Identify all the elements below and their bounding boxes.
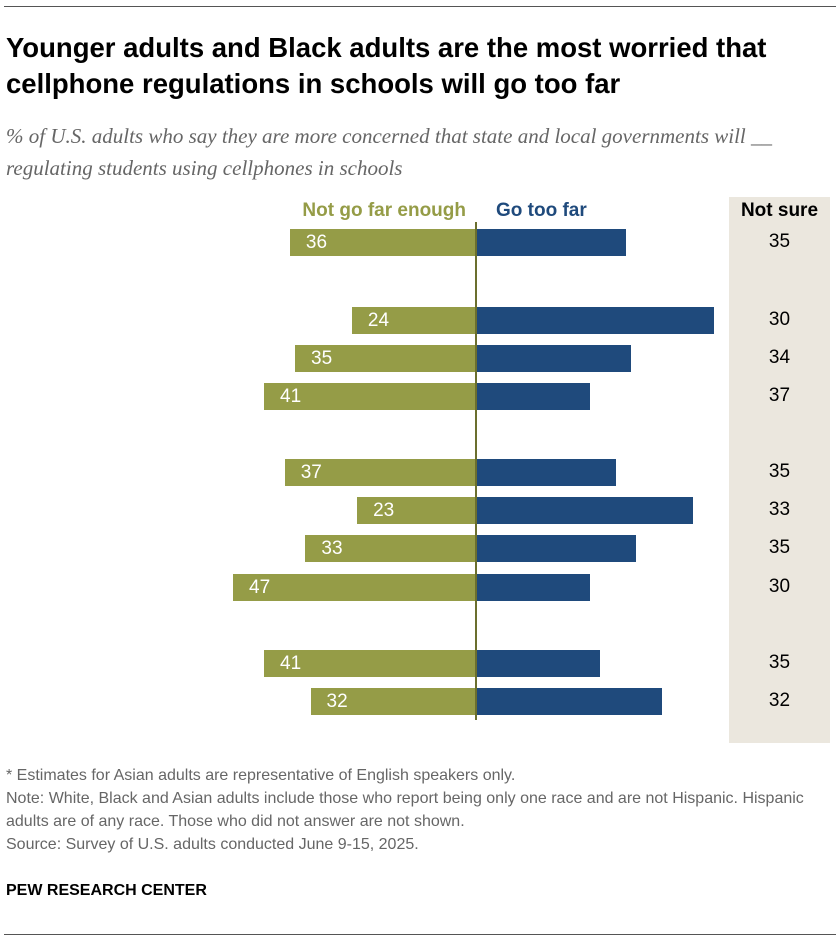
bar-not-go-far-enough [289,229,476,256]
value-not-go-far-enough: 32 [326,691,348,712]
bar-go-too-far [476,497,694,524]
top-rule [4,6,836,7]
bar-go-too-far [476,307,714,334]
chart-subtitle: % of U.S. adults who say they are more c… [6,124,772,180]
bar-not-go-far-enough [264,650,476,677]
bar-go-too-far [476,459,616,486]
value-not-sure: 35 [768,652,791,673]
bar-go-too-far [476,688,663,715]
center-axis-line [475,222,477,720]
bar-not-go-far-enough [264,383,476,410]
note-race: Note: White, Black and Asian adults incl… [6,790,804,830]
bar-not-go-far-enough [284,459,476,486]
bottom-rule [4,934,836,935]
notes: * Estimates for Asian adults are represe… [6,764,836,856]
value-not-go-far-enough: 41 [280,653,302,674]
value-not-go-far-enough: 33 [321,538,343,559]
bar-not-go-far-enough [357,497,476,524]
value-not-sure: 32 [768,690,791,711]
value-not-go-far-enough: 24 [367,310,390,331]
bar-not-go-far-enough [305,535,476,562]
value-not-go-far-enough: 47 [249,577,271,598]
legend-not-sure: Not sure [740,200,819,221]
value-not-go-far-enough: 41 [280,386,302,407]
value-not-sure: 33 [768,499,791,520]
value-not-go-far-enough: 37 [300,462,322,483]
bar-not-go-far-enough [351,307,476,334]
bar-go-too-far [476,383,590,410]
bar-go-too-far [476,345,632,372]
bar-not-go-far-enough [310,688,476,715]
value-not-sure: 35 [768,461,791,482]
bar-go-too-far [476,650,601,677]
value-not-sure: 35 [768,231,791,252]
value-not-sure: 30 [768,576,791,597]
value-not-sure: 34 [768,347,791,368]
legend-go-too-far: Go too far [496,200,587,221]
note-asterisk: * Estimates for Asian adults are represe… [6,767,516,784]
bar-go-too-far [476,229,626,256]
chart-title: Younger adults and Black adults are the … [6,32,767,99]
not-sure-column-bg [729,197,830,743]
value-not-sure: 37 [768,385,791,406]
bar-go-too-far [476,535,637,562]
bar-not-go-far-enough [295,345,476,372]
bar-go-too-far [476,574,590,601]
value-not-sure: 35 [768,537,791,558]
bar-not-go-far-enough [233,574,476,601]
note-source: Source: Survey of U.S. adults conducted … [6,836,419,853]
value-not-go-far-enough: 36 [305,232,328,253]
legend-not-go-far-enough: Not go far enough [302,200,466,221]
value-not-go-far-enough: 35 [311,348,333,369]
brand-logo-text: PEW RESEARCH CENTER [6,882,207,899]
value-not-go-far-enough: 23 [373,500,395,521]
value-not-sure: 30 [768,309,791,330]
